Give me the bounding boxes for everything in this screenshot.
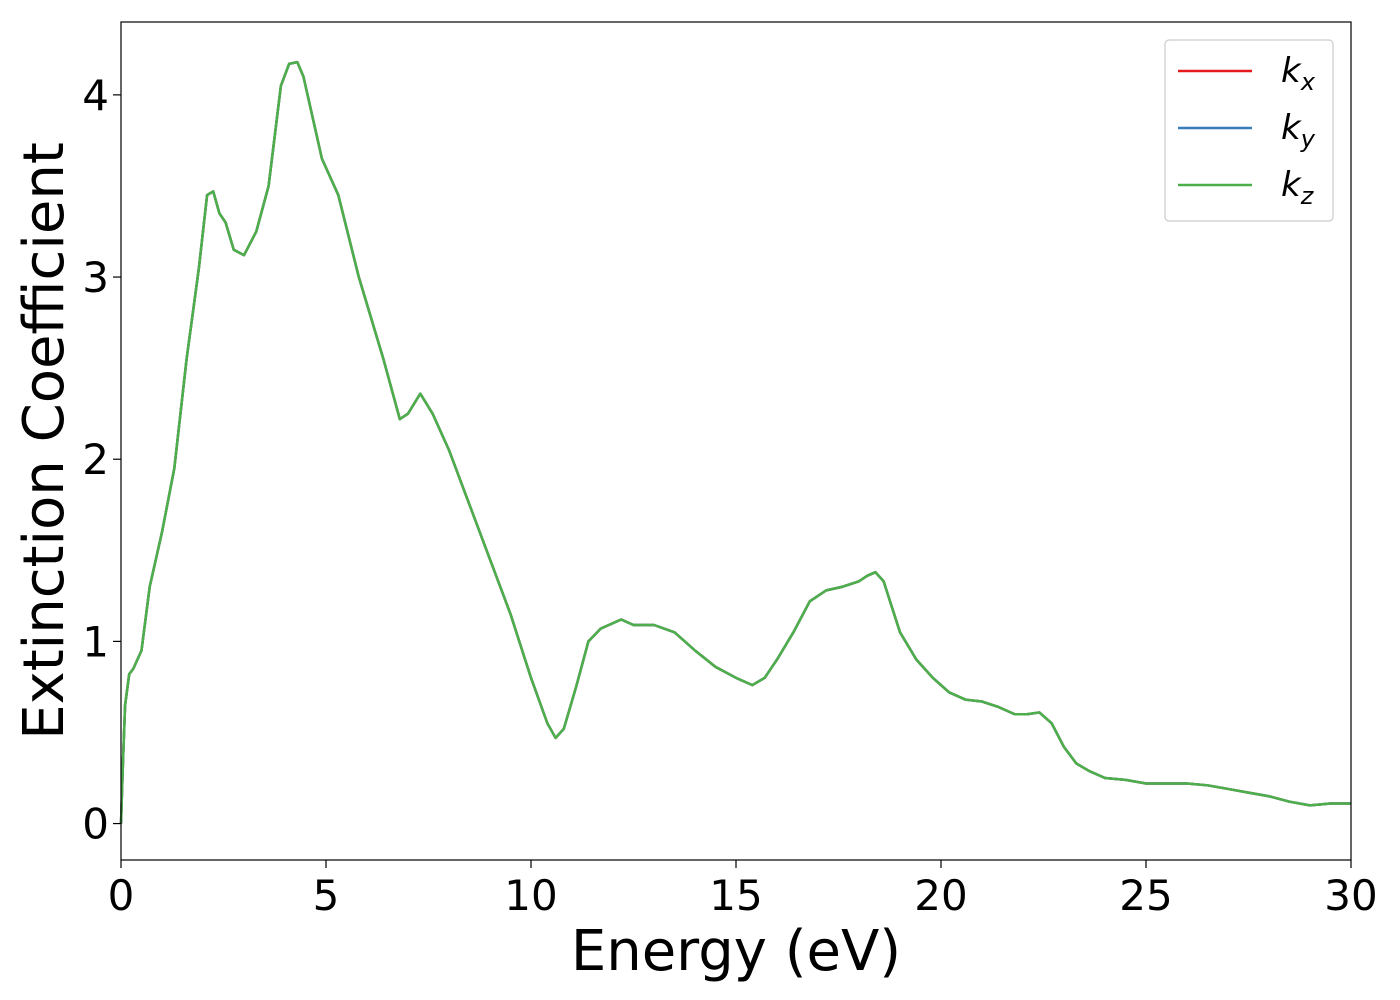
y-axis-label: Extinction Coefficient bbox=[12, 142, 77, 740]
x-tick-label: 20 bbox=[914, 871, 967, 920]
x-tick-label: 0 bbox=[108, 871, 135, 920]
x-tick-label: 30 bbox=[1324, 871, 1377, 920]
legend-box bbox=[1164, 39, 1334, 222]
y-tick-label: 4 bbox=[82, 71, 109, 120]
y-axis-ticks: 0 1 2 3 4 bbox=[82, 71, 121, 849]
x-axis-ticks: 0 5 10 15 20 25 30 bbox=[108, 860, 1378, 920]
series-layer bbox=[119, 60, 1351, 824]
y-tick-label: 1 bbox=[82, 617, 109, 666]
y-tick-label: 3 bbox=[82, 253, 109, 302]
legend-label-kz: kz bbox=[1281, 165, 1315, 210]
legend: kx ky kz bbox=[1164, 39, 1334, 222]
x-tick-label: 10 bbox=[504, 871, 557, 920]
legend-label-ky: ky bbox=[1281, 108, 1316, 153]
y-tick-label: 0 bbox=[82, 800, 109, 849]
legend-label-kx: kx bbox=[1281, 51, 1316, 96]
x-tick-label: 25 bbox=[1119, 871, 1172, 920]
y-tick-label: 2 bbox=[82, 435, 109, 484]
x-tick-label: 5 bbox=[313, 871, 340, 920]
x-axis-label: Energy (eV) bbox=[571, 919, 901, 984]
x-tick-label: 15 bbox=[709, 871, 762, 920]
series-line-kz bbox=[119, 60, 1351, 824]
